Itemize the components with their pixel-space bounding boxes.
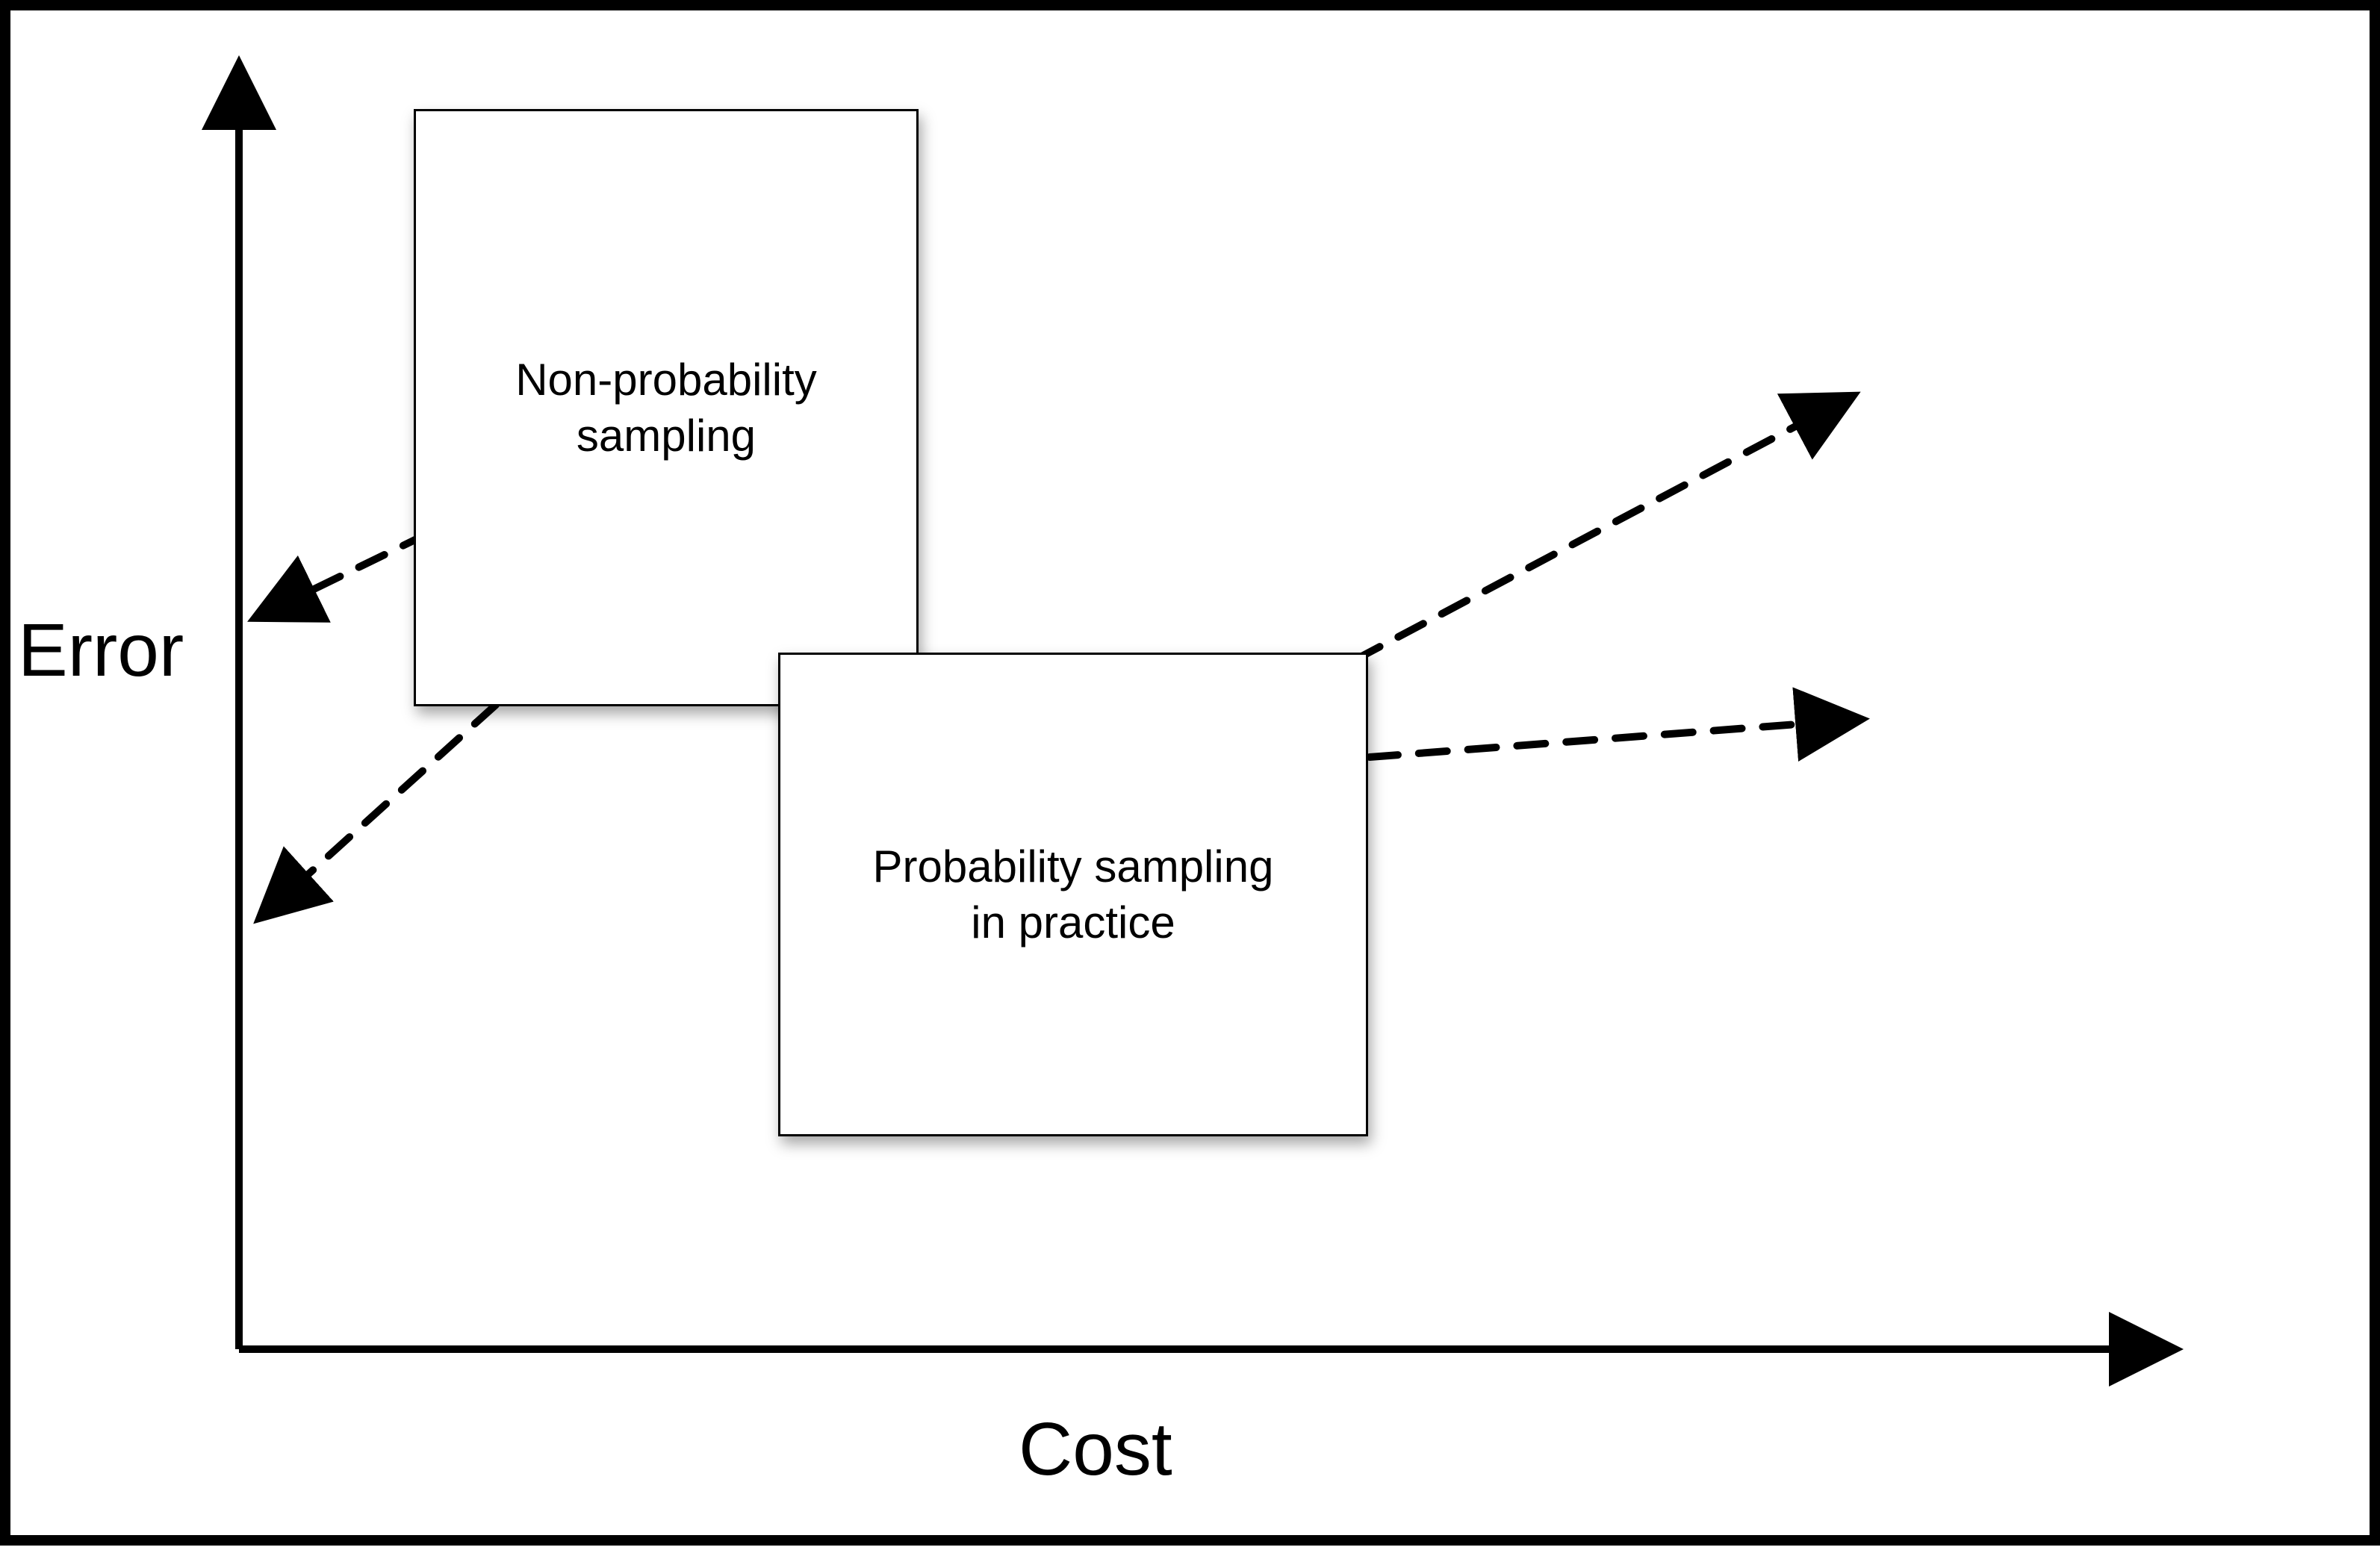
diagram-frame: Non-probabilitysampling Probability samp… bbox=[0, 0, 2380, 1546]
probability-box: Probability samplingin practice bbox=[778, 653, 1368, 1136]
arrow-nw bbox=[261, 533, 429, 615]
arrow-e bbox=[1370, 720, 1855, 757]
probability-label: Probability samplingin practice bbox=[873, 838, 1274, 950]
non-probability-label: Non-probabilitysampling bbox=[515, 352, 817, 464]
arrow-ne bbox=[1355, 399, 1848, 660]
x-axis-label: Cost bbox=[1019, 1407, 1172, 1493]
y-axis-label: Error bbox=[18, 608, 184, 694]
non-probability-box: Non-probabilitysampling bbox=[414, 109, 919, 706]
arrow-sw bbox=[264, 705, 496, 914]
